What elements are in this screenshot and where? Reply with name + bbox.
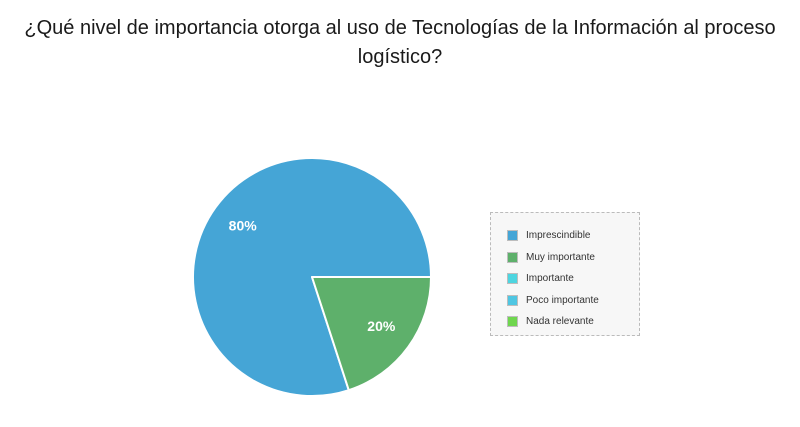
- legend-label: Importante: [526, 273, 574, 285]
- legend-label: Muy importante: [526, 251, 595, 263]
- legend-swatch-poco-importante: [507, 294, 518, 306]
- data-label-muy-importante: 20%: [367, 318, 396, 334]
- legend-item-nada-relevante[interactable]: Nada relevante: [507, 311, 639, 333]
- legend-swatch-muy-importante: [507, 251, 518, 263]
- data-label-imprescindible: 80%: [229, 217, 258, 233]
- legend-swatch-importante: [507, 273, 518, 285]
- pie-slice-imprescindible[interactable]: [192, 157, 432, 397]
- legend-item-muy-importante[interactable]: Muy importante: [507, 247, 639, 269]
- chart-legend: Imprescindible Muy importante Importante Po…: [490, 212, 640, 336]
- legend-item-poco-importante[interactable]: Poco importante: [507, 290, 639, 312]
- legend-swatch-imprescindible: [507, 230, 518, 242]
- chart-title-line-1: ¿Qué nivel de importancia otorga al uso …: [24, 17, 776, 39]
- legend-label: Imprescindible: [526, 230, 591, 242]
- legend-item-importante[interactable]: Importante: [507, 268, 639, 290]
- pie-slice-muy-importante[interactable]: [311, 276, 432, 392]
- legend-label: Nada relevante: [526, 316, 594, 328]
- chart-title-line-2: logístico?: [357, 46, 443, 68]
- legend-item-imprescindible[interactable]: Imprescindible: [507, 225, 639, 247]
- legend-label: Poco importante: [526, 294, 599, 306]
- legend-swatch-nada-relevante: [507, 316, 518, 328]
- chart-title: ¿Qué nivel de importancia otorga al uso …: [0, 14, 800, 72]
